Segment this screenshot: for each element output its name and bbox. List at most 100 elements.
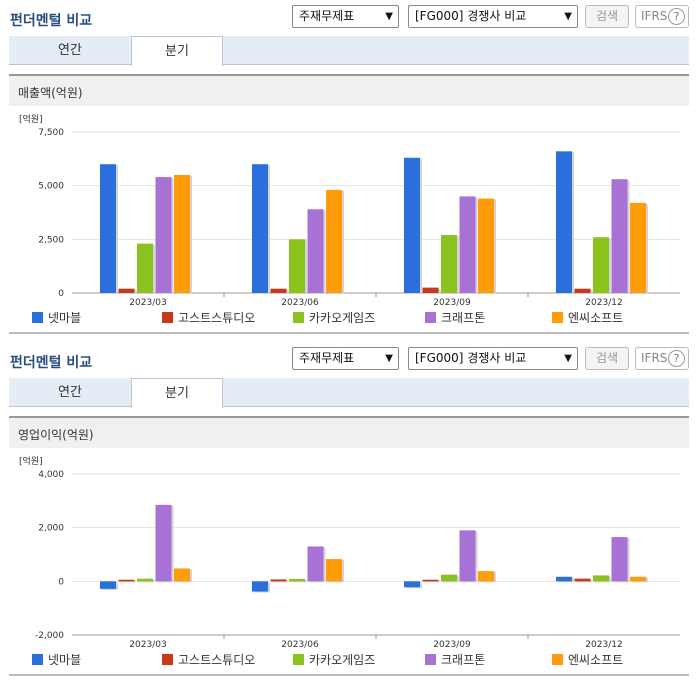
operating-income-bar-chart: [억원] -2,000 0 2,000 4,000 2023/03 2023/06 2023/… <box>19 455 680 648</box>
bar-netmarble <box>252 581 268 592</box>
legend-item-netmarble[interactable]: 넷마블 <box>32 652 81 668</box>
x-tick-label: 2023/03 <box>129 640 166 648</box>
x-tick-label: 2023/03 <box>129 298 166 306</box>
chart-header-label: 영업이익(억원) <box>18 428 94 442</box>
bar-ncsoft <box>478 571 494 582</box>
legend-swatch <box>32 312 43 323</box>
legend-item-ghost[interactable]: 고스트스튜디오 <box>162 652 255 668</box>
legend-item-kakao[interactable]: 카카오게임즈 <box>293 652 375 668</box>
legend-swatch <box>32 654 43 665</box>
bar-ghost <box>574 578 591 582</box>
bar-kakao <box>289 578 305 582</box>
peer-group-select-value: [FG000] 경쟁사 비교 <box>415 9 527 23</box>
bar-ghost <box>270 579 287 582</box>
tab-annual[interactable]: 연간 <box>58 385 82 400</box>
bar-ghost <box>422 287 439 293</box>
bar-ghost <box>118 579 135 582</box>
legend-label: 고스트스튜디오 <box>178 653 256 667</box>
y-tick-label: 4,000 <box>38 470 64 480</box>
ifrs-label: IFRS <box>641 351 668 365</box>
y-tick-label: -2,000 <box>35 631 64 641</box>
unit-label: [억원] <box>19 455 43 467</box>
fundamental-panel-operating-income: 펀더멘털 비교 주재무제표 ▼ [FG000] 경쟁사 비교 ▼ 검색 IFRS… <box>0 342 696 676</box>
help-icon[interactable]: ? <box>668 8 685 25</box>
statement-select-value: 주재무제표 <box>299 9 355 23</box>
legend-label: 크래프톤 <box>441 653 486 667</box>
bar-ncsoft <box>630 576 646 582</box>
tab-quarter[interactable]: 분기 <box>131 378 223 408</box>
y-tick-label: 2,000 <box>38 524 64 534</box>
y-tick-label: 5,000 <box>38 182 64 192</box>
legend-swatch <box>425 312 436 323</box>
tab-annual[interactable]: 연간 <box>58 43 82 58</box>
legend-item-krafton[interactable]: 크래프톤 <box>425 652 485 668</box>
bar-kakao <box>441 574 457 582</box>
chart-header: 매출액(억원) <box>9 74 689 106</box>
bar-kakao <box>137 578 153 582</box>
legend-label: 넷마블 <box>48 311 82 325</box>
chevron-down-icon: ▼ <box>385 353 393 364</box>
chart-legend: 넷마블 고스트스튜디오 카카오게임즈 크래프톤 엔씨소프트 <box>0 307 696 329</box>
bar-kakao <box>593 575 609 582</box>
bar-netmarble <box>252 164 268 293</box>
bar-ncsoft <box>326 559 342 582</box>
legend-swatch <box>552 312 563 323</box>
ifrs-button[interactable]: IFRS ? <box>635 347 689 370</box>
revenue-bar-chart: [억원] 0 2,500 5,000 7,500 2023/03 2023/06 2023/0… <box>19 113 680 306</box>
peer-group-select-value: [FG000] 경쟁사 비교 <box>415 351 527 365</box>
tab-quarter[interactable]: 분기 <box>131 36 223 66</box>
peer-group-select[interactable]: [FG000] 경쟁사 비교 ▼ <box>408 5 578 28</box>
panel-toolbar: 펀더멘털 비교 주재무제표 ▼ [FG000] 경쟁사 비교 ▼ 검색 IFRS… <box>0 0 696 34</box>
x-tick-label: 2023/12 <box>585 640 622 648</box>
help-icon[interactable]: ? <box>668 350 685 367</box>
statement-select[interactable]: 주재무제표 ▼ <box>292 5 399 28</box>
bar-kakao <box>137 243 153 293</box>
chevron-down-icon: ▼ <box>564 11 572 22</box>
bar-krafton <box>611 537 628 582</box>
period-tabs: 연간 분기 <box>9 36 689 66</box>
legend-item-ncsoft[interactable]: 엔씨소프트 <box>552 310 623 326</box>
legend-label: 엔씨소프트 <box>568 653 624 667</box>
bar-krafton <box>459 196 476 293</box>
legend-label: 카카오게임즈 <box>309 311 376 325</box>
bar-ncsoft <box>630 202 646 293</box>
legend-swatch <box>162 654 173 665</box>
bar-ncsoft <box>174 174 190 293</box>
search-button[interactable]: 검색 <box>585 347 629 370</box>
x-tick-label: 2023/12 <box>585 298 622 306</box>
panel-title: 펀더멘털 비교 <box>10 13 93 29</box>
legend-item-ghost[interactable]: 고스트스튜디오 <box>162 310 255 326</box>
legend-label: 고스트스튜디오 <box>178 311 256 325</box>
search-button[interactable]: 검색 <box>585 5 629 28</box>
bar-netmarble <box>556 576 572 582</box>
bar-krafton <box>307 546 324 582</box>
x-tick-label: 2023/06 <box>281 640 319 648</box>
statement-select[interactable]: 주재무제표 ▼ <box>292 347 399 370</box>
statement-select-value: 주재무제표 <box>299 351 355 365</box>
ifrs-button[interactable]: IFRS ? <box>635 5 689 28</box>
y-tick-label: 0 <box>58 577 64 587</box>
bar-netmarble <box>404 581 420 588</box>
panel-title: 펀더멘털 비교 <box>10 355 93 371</box>
bar-shadow <box>272 580 289 583</box>
period-tabs: 연간 분기 <box>9 378 689 408</box>
bar-ghost <box>270 288 287 293</box>
bar-netmarble <box>556 151 572 293</box>
legend-label: 카카오게임즈 <box>309 653 376 667</box>
panel-divider <box>9 674 689 676</box>
legend-label: 크래프톤 <box>441 311 486 325</box>
peer-group-select[interactable]: [FG000] 경쟁사 비교 ▼ <box>408 347 578 370</box>
legend-item-krafton[interactable]: 크래프톤 <box>425 310 485 326</box>
legend-item-netmarble[interactable]: 넷마블 <box>32 310 81 326</box>
fundamental-panel-revenue: 펀더멘털 비교 주재무제표 ▼ [FG000] 경쟁사 비교 ▼ 검색 IFRS… <box>0 0 696 334</box>
legend-swatch <box>293 654 304 665</box>
chevron-down-icon: ▼ <box>385 11 393 22</box>
bar-shadow <box>424 580 441 583</box>
bar-krafton <box>459 530 476 582</box>
bar-ghost <box>118 288 135 293</box>
legend-item-ncsoft[interactable]: 엔씨소프트 <box>552 652 623 668</box>
legend-swatch <box>293 312 304 323</box>
bar-kakao <box>441 235 457 293</box>
chevron-down-icon: ▼ <box>564 353 572 364</box>
legend-item-kakao[interactable]: 카카오게임즈 <box>293 310 375 326</box>
